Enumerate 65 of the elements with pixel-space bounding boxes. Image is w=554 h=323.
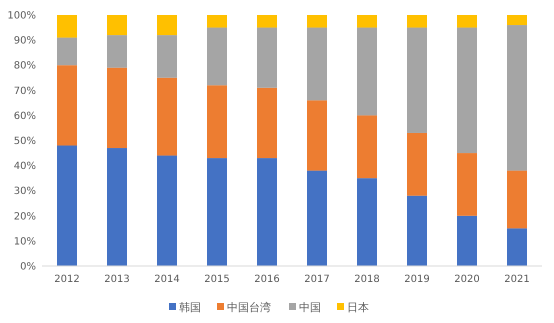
bar bbox=[207, 158, 227, 266]
bar bbox=[57, 146, 77, 266]
bar bbox=[207, 15, 227, 28]
bar bbox=[157, 15, 177, 36]
x-tick-label: 2016 bbox=[254, 274, 280, 285]
bar bbox=[357, 15, 377, 28]
bar bbox=[457, 28, 477, 154]
y-tick-label: 0% bbox=[20, 262, 36, 272]
bar bbox=[157, 78, 177, 156]
legend-label: 中国 bbox=[299, 300, 321, 314]
bar bbox=[507, 15, 527, 26]
x-tick-label: 2017 bbox=[304, 274, 330, 285]
bar bbox=[107, 148, 127, 266]
x-tick-label: 2020 bbox=[454, 274, 480, 285]
legend-label: 韩国 bbox=[179, 300, 201, 314]
bar bbox=[507, 228, 527, 266]
bar bbox=[57, 38, 77, 66]
y-tick-label: 40% bbox=[14, 161, 36, 172]
bar bbox=[457, 216, 477, 266]
x-tick-label: 2015 bbox=[204, 274, 230, 285]
y-tick-label: 100% bbox=[7, 10, 36, 22]
y-tick-label: 90% bbox=[14, 36, 36, 47]
y-tick-label: 60% bbox=[14, 110, 36, 122]
bar bbox=[307, 170, 327, 266]
y-tick-label: 30% bbox=[14, 186, 36, 198]
bar bbox=[157, 156, 177, 266]
bar bbox=[507, 25, 527, 171]
bar bbox=[407, 15, 427, 28]
bar bbox=[307, 100, 327, 171]
bar bbox=[157, 35, 177, 78]
bar bbox=[107, 15, 127, 36]
bar bbox=[307, 28, 327, 100]
bar bbox=[57, 15, 77, 38]
bar bbox=[407, 196, 427, 266]
bar bbox=[257, 88, 277, 158]
x-tick-label: 2018 bbox=[354, 274, 380, 285]
bar bbox=[407, 28, 427, 133]
bar bbox=[507, 170, 527, 228]
y-tick-label: 20% bbox=[14, 211, 36, 222]
y-tick-label: 70% bbox=[14, 86, 36, 97]
bar bbox=[407, 132, 427, 196]
x-tick-label: 2014 bbox=[154, 274, 180, 285]
bar bbox=[307, 15, 327, 28]
bar bbox=[357, 178, 377, 266]
legend-label: 中国台湾 bbox=[227, 300, 271, 314]
bar bbox=[107, 68, 127, 148]
x-tick-label: 2021 bbox=[504, 274, 530, 285]
bar bbox=[357, 28, 377, 116]
bar bbox=[57, 65, 77, 146]
y-tick-label: 50% bbox=[14, 136, 36, 147]
x-tick-label: 2019 bbox=[404, 274, 430, 285]
bar bbox=[107, 35, 127, 68]
bar bbox=[457, 15, 477, 28]
x-tick-label: 2013 bbox=[104, 274, 130, 285]
bar bbox=[207, 28, 227, 86]
y-tick-label: 80% bbox=[14, 60, 36, 72]
bar bbox=[257, 158, 277, 266]
bar bbox=[257, 28, 277, 88]
bar bbox=[207, 85, 227, 158]
legend-label: 日本 bbox=[347, 300, 369, 314]
y-tick-label: 10% bbox=[14, 236, 36, 248]
bar bbox=[257, 15, 277, 28]
bar bbox=[457, 153, 477, 216]
bar bbox=[357, 115, 377, 178]
x-tick-label: 2012 bbox=[54, 274, 80, 285]
